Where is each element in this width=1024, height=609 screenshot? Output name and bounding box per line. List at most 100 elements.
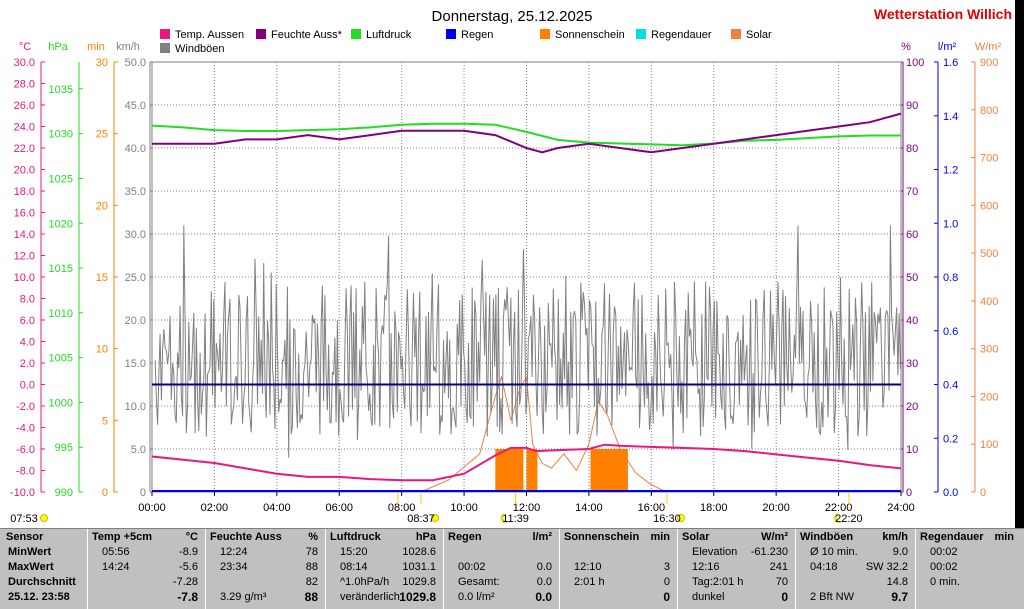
time-marker: 11:39 [500,492,529,525]
summary-row: 2:01 h 0 [564,575,672,590]
summary-value: 82 [305,576,318,588]
x-axis-tick-label: 00:00 [138,502,166,514]
axis-unit-label: km/h [116,41,140,53]
summary-header-unit: W/m² [761,531,788,543]
axis-tick-label: 1025 [49,173,73,185]
summary-row: 00:02 [920,545,1016,560]
summary-value: 0 [781,590,788,604]
summary-header: Luftdruck hPa [330,529,438,545]
legend-label: Temp. Aussen [175,29,244,41]
summary-value: 1029.8 [402,576,436,588]
axis-tick-label: 45.0 [125,100,146,112]
summary-row: MinWert [6,545,86,560]
legend-label: Regen [461,29,493,41]
axis-tick-label: 12.0 [14,251,35,263]
legend-swatch [731,29,741,39]
column-separator [87,529,88,609]
axis-tick-label: 5 [102,415,108,427]
legend-swatch [160,43,170,53]
summary-time: 2 Bft NW [810,591,855,603]
chart-legend: Temp. Aussen Feuchte Auss* Luftdruck Regen S… [160,29,772,55]
sun-icon [40,514,48,522]
axis-tick-label: 16.0 [14,208,35,220]
summary-row: 12:24 78 [210,545,320,560]
summary-header: Regendauer min [920,529,1016,545]
summary-value: 241 [769,561,788,573]
summary-header-label: Sensor [6,531,44,543]
summary-row: 00:02 [920,560,1016,575]
legend-item: Solar [731,29,772,41]
summary-value: 78 [305,546,318,558]
summary-time: Elevation [692,546,738,558]
legend-item: Regen [446,29,493,41]
axis-tick-label: 6.0 [20,315,35,327]
axis-unit-label: l/m² [938,41,957,53]
right-scrollbar-edge [1015,0,1024,528]
legend-swatch [351,29,361,39]
axis-tick-label: 0.4 [943,380,958,392]
axis-tick-label: 800 [980,105,998,117]
summary-value: -61.230 [750,546,788,558]
summary-header-label: Regen [448,531,482,543]
summary-time: Tag:2:01 h [692,576,744,588]
column-separator [915,529,916,609]
summary-row: 0.0 l/m² 0.0 [448,590,554,605]
summary-value: 0 [663,590,670,604]
axis-tick-label: 1.6 [943,57,958,69]
axis-tick-label: 100 [980,439,998,451]
summary-column-solar: Solar W/m² Elevation -61.230 12:16 241 Tag:2:0… [682,529,790,609]
summary-header-unit: min [994,531,1014,543]
legend-item: Regendauer [636,29,712,41]
legend-label: Sonnenschein [555,29,625,41]
axis-tick-label: 70 [906,186,918,198]
legend-item: Sonnenschein [540,29,625,41]
sunshine-bar [526,449,538,492]
summary-column-sensor: Sensor MinWert MaxWert Durchschnitt 25.12. 2… [6,529,86,609]
summary-time: veränderlich [340,591,400,603]
time-marker: 22:20 [833,492,863,525]
summary-header-label: Luftdruck [330,531,381,543]
summary-row: 12:16 241 [682,560,790,575]
time-marker: 07:53 [10,492,399,525]
axis-tick-label: 1030 [49,129,73,141]
summary-table: Sensor MinWert MaxWert Durchschnitt 25.12. 2… [0,528,1024,609]
axis-tick-label: 30 [96,57,108,69]
axis-tick-label: 60 [906,229,918,241]
summary-value: 0.0 [535,590,552,604]
summary-row-label: MaxWert [8,561,54,573]
legend-item: Windböen [160,43,225,55]
column-separator [205,529,206,609]
axis-tick-label: 20 [96,200,108,212]
summary-value: 3 [663,561,670,573]
summary-row: 04:18 SW 32.2 [800,560,910,575]
time-marker: 16:30 [653,492,685,525]
axis-tick-label: 10.0 [14,272,35,284]
series-humidity [152,112,902,154]
axis-tick-label: 28.0 [14,79,35,91]
x-axis-tick-label: 10:00 [450,502,478,514]
summary-value: 1029.8 [399,590,436,604]
summary-row: Tag:2:01 h 70 [682,575,790,590]
summary-header-label: Feuchte Auss [210,531,282,543]
axis-tick-label: -2.0 [16,401,35,413]
axis-tick-label: 30.0 [14,57,35,69]
axis-tick-label: 1020 [49,218,73,230]
summary-value: 0 [663,576,670,588]
summary-time: 0.0 l/m² [458,591,495,603]
axis-tick-label: 5.0 [131,444,146,456]
axis-tick-label: 22.0 [14,143,35,155]
axis-tick-label: 4.0 [20,337,35,349]
station-name: Wetterstation Willich [874,6,1012,22]
axis-tick-label: 200 [980,391,998,403]
axis-tick-label: 25 [96,129,108,141]
summary-time: 15:20 [340,546,368,558]
axis-tick-label: 24.0 [14,122,35,134]
sunshine-bar [495,449,524,492]
summary-header: Solar W/m² [682,529,790,545]
summary-row: -7.8 [92,590,200,605]
summary-header: Sensor [6,529,86,545]
summary-value: -5.6 [179,561,198,573]
legend-label: Windböen [175,43,225,55]
axis-tick-label: 14.0 [14,229,35,241]
axis-tick-label: 0 [102,487,108,499]
